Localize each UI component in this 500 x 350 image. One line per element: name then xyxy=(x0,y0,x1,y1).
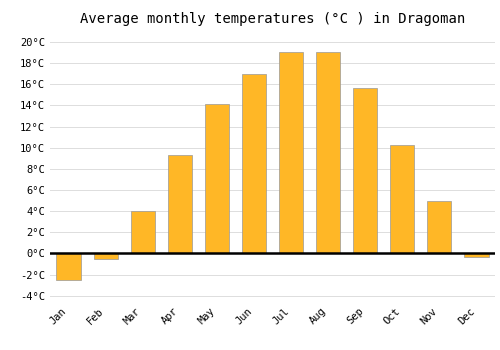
Bar xyxy=(168,155,192,253)
Bar xyxy=(316,51,340,253)
Title: Average monthly temperatures (°C ) in Dragoman: Average monthly temperatures (°C ) in Dr… xyxy=(80,12,465,26)
Bar xyxy=(242,74,266,253)
Bar xyxy=(353,88,378,253)
Bar xyxy=(464,253,488,257)
Bar xyxy=(428,201,452,253)
Bar xyxy=(205,104,229,253)
Bar xyxy=(130,211,155,253)
Bar xyxy=(94,253,118,259)
Bar xyxy=(390,145,414,253)
Bar xyxy=(56,253,80,280)
Bar xyxy=(279,51,303,253)
